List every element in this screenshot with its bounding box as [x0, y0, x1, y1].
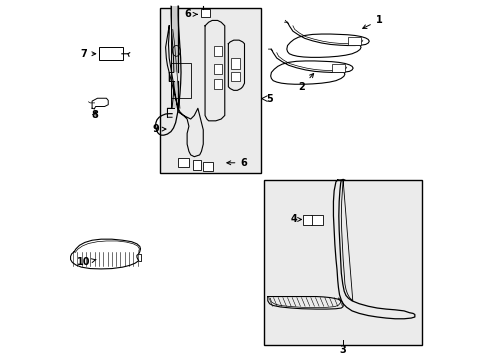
Text: 1: 1	[362, 15, 382, 28]
Text: 4: 4	[290, 215, 301, 224]
Bar	[264, 180, 421, 345]
Text: 6: 6	[226, 158, 246, 168]
Bar	[178, 158, 188, 167]
Text: 6: 6	[184, 9, 197, 19]
Bar	[171, 63, 190, 98]
Bar	[214, 78, 222, 89]
Text: 3: 3	[339, 345, 346, 355]
Bar	[310, 215, 323, 225]
Text: 2: 2	[298, 73, 313, 92]
Bar	[230, 72, 239, 81]
Bar	[171, 6, 178, 72]
Bar	[192, 160, 201, 170]
Bar	[348, 37, 360, 45]
Text: 5: 5	[265, 94, 272, 104]
Bar	[201, 9, 209, 17]
Bar	[214, 64, 222, 74]
Text: 10: 10	[77, 257, 96, 267]
Bar	[160, 8, 260, 173]
Bar	[302, 215, 311, 225]
Bar	[203, 162, 213, 171]
Bar	[214, 46, 222, 56]
Bar	[171, 81, 178, 108]
Text: 9: 9	[152, 124, 165, 134]
Text: 8: 8	[91, 110, 98, 120]
Bar	[230, 58, 239, 69]
Text: 7: 7	[81, 49, 96, 59]
Bar	[332, 64, 344, 72]
